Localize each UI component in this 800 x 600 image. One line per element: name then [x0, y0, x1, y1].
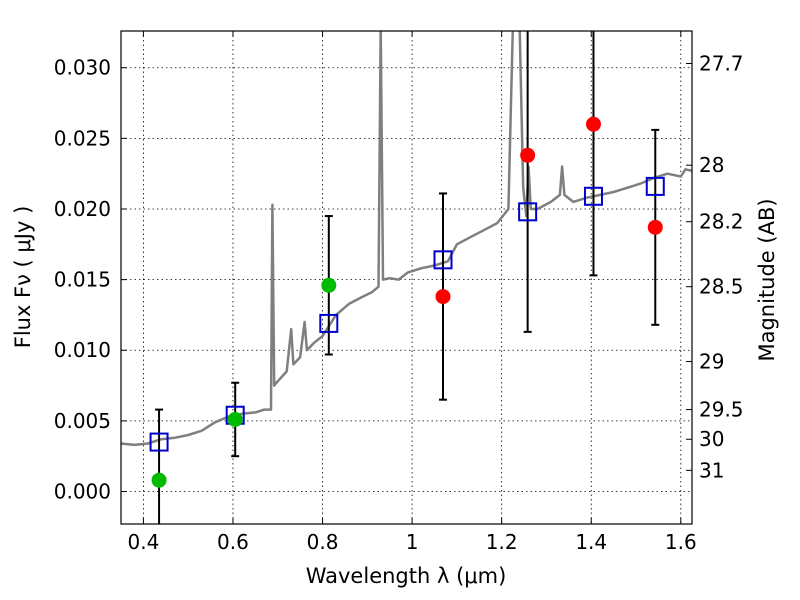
spectrum-layer	[121, 31, 692, 447]
x-tick-label: 1.2	[486, 530, 518, 554]
y-tick-label: 0.005	[54, 409, 111, 433]
x-tick-label: 0.6	[217, 530, 249, 554]
x-tick-label: 1.4	[575, 530, 607, 554]
observed-point-green	[151, 472, 167, 488]
y-tick-label: 0.000	[54, 480, 111, 504]
mag-tick-label: 27.7	[699, 51, 744, 75]
mag-tick-label: 28	[699, 153, 724, 177]
mag-tick-label: 31	[699, 458, 724, 482]
observed-layer	[151, 116, 663, 488]
observed-point-red	[647, 219, 663, 235]
x-tick-label: 0.4	[127, 530, 159, 554]
y-axis-label: Flux Fν ( μJy )	[11, 206, 35, 349]
observed-point-red	[435, 289, 451, 305]
y-tick-label: 0.020	[54, 197, 111, 221]
spectrum-line	[121, 31, 692, 447]
x-tick-label: 1.6	[665, 530, 697, 554]
model-point	[518, 202, 538, 222]
y-tick-label: 0.015	[54, 268, 111, 292]
model-point	[319, 313, 339, 333]
y-tick-label: 0.010	[54, 338, 111, 362]
grid	[121, 31, 692, 524]
model-point	[149, 432, 169, 452]
mag-tick-label: 30	[699, 427, 724, 451]
errorbar-layer	[155, 31, 660, 524]
x-tick-label: 0.8	[307, 530, 339, 554]
y-tick-label: 0.025	[54, 126, 111, 150]
model-point	[583, 186, 603, 206]
mag-tick-label: 29	[699, 350, 724, 374]
plot-frame	[120, 30, 693, 525]
y-tick-label: 0.030	[54, 56, 111, 80]
x-axis-label: Wavelength λ (μm)	[306, 564, 507, 588]
y2-axis-label: Magnitude (AB)	[755, 198, 779, 361]
ticks: 0.4 0.6 0.8 1 1.2 1.4 1.6 0.000 0.005 0.010 0.015 0…	[54, 31, 744, 554]
mag-tick-label: 28.2	[699, 210, 744, 234]
x-tick-label: 1	[406, 530, 419, 554]
observed-point-green	[321, 277, 337, 293]
model-layer	[149, 176, 665, 452]
model-point	[645, 176, 665, 196]
mag-tick-label: 29.5	[699, 398, 744, 422]
observed-point-red	[520, 147, 536, 163]
mag-tick-label: 28.5	[699, 275, 744, 299]
model-point	[433, 250, 453, 270]
observed-point-green	[227, 411, 243, 427]
observed-point-red	[585, 116, 601, 132]
